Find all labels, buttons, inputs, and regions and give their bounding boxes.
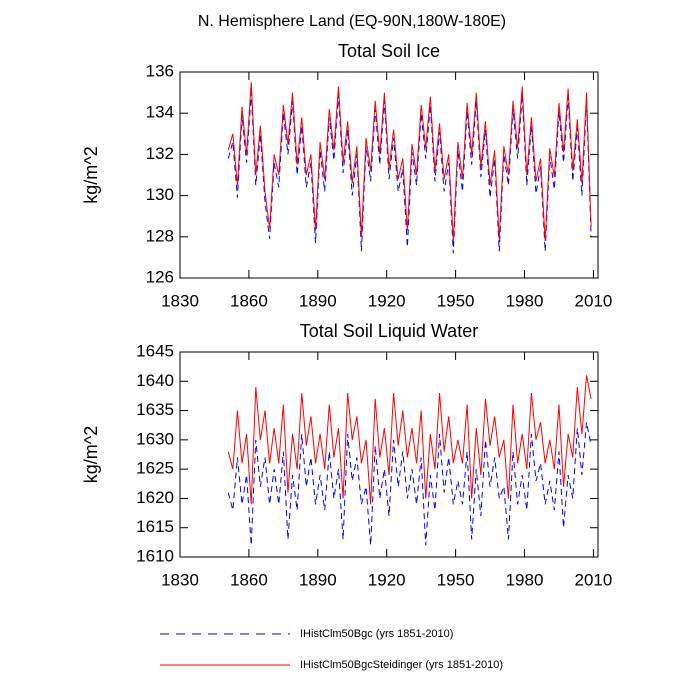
series-line [227,92,592,254]
y-tick-label: 1615 [136,517,174,536]
y-axis-label: kg/m^2 [81,426,101,483]
x-tick-label: 1860 [230,570,268,589]
x-tick-label: 1980 [506,570,544,589]
legend-label: IHistClm50BgcSteidinger (yrs 1851-2010) [300,659,503,671]
y-tick-label: 126 [146,267,174,286]
x-tick-label: 1890 [299,291,337,310]
x-tick-label: 2010 [574,291,612,310]
x-tick-label: 1890 [299,570,337,589]
panel-title: Total Soil Ice [338,41,440,61]
y-tick-label: 1625 [136,459,174,478]
y-tick-label: 1640 [136,371,174,390]
x-tick-label: 1920 [368,570,406,589]
y-tick-label: 1635 [136,400,174,419]
figure-title: N. Hemisphere Land (EQ-90N,180W-180E) [198,13,506,30]
y-tick-label: 130 [146,185,174,204]
y-tick-label: 134 [146,103,174,122]
x-tick-label: 2010 [574,570,612,589]
panel-title: Total Soil Liquid Water [300,321,478,341]
y-axis-label: kg/m^2 [81,146,101,203]
series-line [227,82,592,241]
y-tick-label: 1630 [136,429,174,448]
plot-frame [179,351,599,558]
y-tick-label: 1645 [136,341,174,360]
x-tick-label: 1920 [368,291,406,310]
x-tick-label: 1860 [230,291,268,310]
x-tick-label: 1950 [437,291,475,310]
series-line [227,375,592,505]
x-tick-label: 1950 [437,570,475,589]
x-tick-label: 1830 [161,291,199,310]
x-tick-label: 1980 [506,291,544,310]
y-tick-label: 1620 [136,488,174,507]
legend-label: IHistClm50Bgc (yrs 1851-2010) [300,628,453,640]
plot-frame [179,71,599,279]
y-tick-label: 128 [146,226,174,245]
y-tick-label: 132 [146,144,174,163]
series-line [227,422,592,546]
x-tick-label: 1830 [161,570,199,589]
y-tick-label: 136 [146,61,174,80]
y-tick-label: 1610 [136,546,174,565]
